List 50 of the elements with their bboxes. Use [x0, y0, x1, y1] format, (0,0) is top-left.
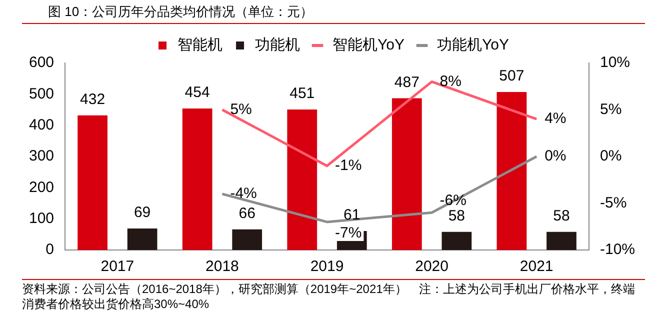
y-tick-label: 400 — [28, 116, 54, 134]
chart-title: 图 10：公司历年分品类均价情况（单位：元） — [22, 0, 645, 24]
y-tick-label: 600 — [28, 54, 54, 72]
data-label: -1% — [335, 156, 362, 174]
bar — [496, 92, 527, 250]
bar — [287, 109, 318, 250]
x-tick-label: 2021 — [520, 258, 554, 276]
y-tick-label: 200 — [28, 178, 54, 196]
data-label: -6% — [440, 192, 466, 210]
data-label: 58 — [448, 208, 466, 225]
data-label: 487 — [394, 74, 420, 91]
bar — [546, 232, 576, 250]
bar — [127, 228, 158, 250]
y-tick-label: 500 — [28, 85, 54, 102]
x-tick-label: 2020 — [415, 258, 448, 276]
data-label: -4% — [230, 185, 257, 202]
x-tick-label: 2017 — [100, 258, 134, 276]
y-tick-label: 0 — [46, 241, 54, 258]
bar — [78, 115, 108, 250]
data-label: 4% — [544, 110, 566, 128]
legend-label: 智能机YoY — [332, 36, 405, 54]
x-tick-label: 2018 — [206, 258, 239, 276]
y2-tick-label: -10% — [600, 241, 636, 258]
y2-tick-label: 0% — [600, 148, 622, 165]
data-label: 66 — [238, 205, 256, 222]
data-label: 61 — [344, 206, 360, 224]
y-tick-label: 100 — [28, 210, 54, 227]
legend-label: 智能机 — [178, 36, 223, 54]
y2-tick-label: 5% — [600, 100, 622, 118]
data-label: 8% — [440, 72, 462, 90]
data-label: 451 — [290, 85, 315, 102]
data-label: 432 — [80, 91, 106, 108]
bar — [232, 229, 262, 250]
legend-label: 功能机 — [255, 36, 300, 54]
data-label: 58 — [553, 208, 570, 225]
data-label: 454 — [184, 84, 210, 102]
y2-tick-label: -5% — [600, 194, 627, 212]
data-label: 5% — [230, 100, 252, 118]
x-tick-label: 2019 — [310, 258, 344, 276]
y-tick-label: 300 — [28, 148, 54, 165]
data-label: 507 — [499, 68, 524, 85]
bar — [392, 98, 422, 250]
bar — [182, 108, 212, 250]
bar — [442, 232, 472, 250]
y2-tick-label: 10% — [600, 54, 630, 72]
legend-label: 功能机YoY — [437, 36, 509, 54]
text: 资料来源：公司公告（2016~2018年），研究部测算（2019年~2021年） 注：上述为公司手机出厂价格水平，终端消费者价格较出货价格高30%~40% — [22, 279, 645, 312]
data-label: 69 — [134, 204, 151, 222]
data-label: -7% — [335, 224, 362, 242]
data-label: 0% — [544, 148, 566, 165]
